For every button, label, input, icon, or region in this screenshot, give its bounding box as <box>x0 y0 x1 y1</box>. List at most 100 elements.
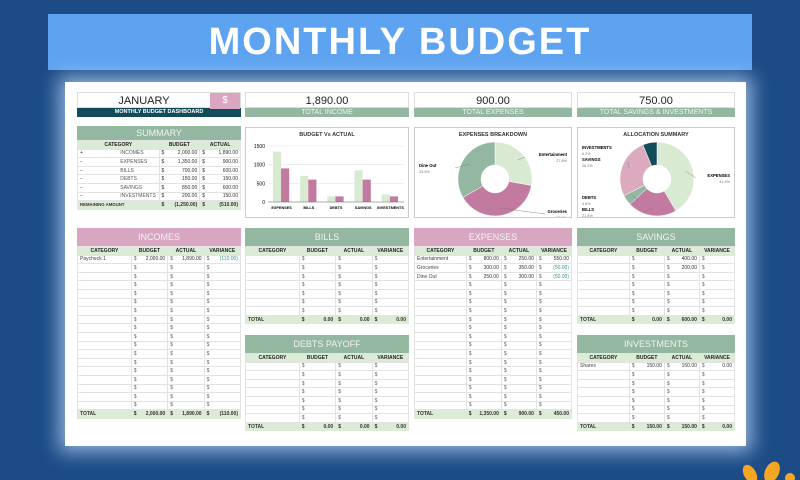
amount-cell[interactable]: $ <box>203 297 242 308</box>
category-cell[interactable] <box>577 404 630 415</box>
amount-cell[interactable]: $ <box>298 254 337 265</box>
category-cell[interactable] <box>77 400 132 411</box>
amount-cell[interactable]: $400.00 <box>663 254 700 265</box>
category-cell[interactable] <box>414 366 467 376</box>
category-cell[interactable] <box>414 349 467 359</box>
amount-cell[interactable]: $ <box>465 357 502 368</box>
amount-cell[interactable]: $ <box>535 331 573 342</box>
amount-cell[interactable]: $ <box>298 288 337 299</box>
amount-cell[interactable]: $ <box>500 374 537 385</box>
category-cell[interactable] <box>245 306 300 316</box>
month-value[interactable]: JANUARY <box>118 95 170 107</box>
amount-cell[interactable]: $ <box>628 263 665 273</box>
amount-cell[interactable]: $ <box>167 349 205 359</box>
category-cell[interactable] <box>414 288 467 299</box>
amount-cell[interactable]: $300.00 <box>465 263 502 273</box>
amount-cell[interactable]: $ <box>663 306 700 316</box>
amount-cell[interactable]: $ <box>335 288 373 299</box>
amount-cell[interactable]: $ <box>628 378 665 389</box>
amount-cell[interactable]: $ <box>465 331 502 342</box>
amount-cell[interactable]: $ <box>167 366 205 376</box>
amount-cell[interactable]: $ <box>203 340 242 351</box>
amount-cell[interactable]: $ <box>663 387 700 397</box>
category-cell[interactable] <box>77 271 132 282</box>
amount-cell[interactable]: $ <box>465 374 502 385</box>
amount-cell[interactable]: $ <box>203 280 242 290</box>
amount-cell[interactable]: $ <box>535 306 573 316</box>
amount-cell[interactable]: $300.00 <box>500 271 537 282</box>
amount-cell[interactable]: $ <box>203 392 242 402</box>
amount-cell[interactable]: $ <box>663 370 700 380</box>
category-cell[interactable] <box>77 383 132 394</box>
amount-cell[interactable]: $ <box>335 395 373 406</box>
category-cell[interactable] <box>414 323 467 333</box>
amount-cell[interactable]: $ <box>698 254 736 265</box>
amount-cell[interactable]: $ <box>698 395 736 406</box>
amount-cell[interactable]: $ <box>130 288 169 299</box>
category-cell[interactable] <box>77 349 132 359</box>
category-cell[interactable] <box>577 288 630 299</box>
amount-cell[interactable]: $ <box>203 374 242 385</box>
category-cell[interactable] <box>245 404 300 415</box>
amount-cell[interactable]: $ <box>203 331 242 342</box>
amount-cell[interactable]: $ <box>500 392 537 402</box>
amount-cell[interactable]: $ <box>298 280 337 290</box>
category-cell[interactable] <box>577 370 630 380</box>
amount-cell[interactable]: $ <box>628 288 665 299</box>
category-cell[interactable] <box>245 263 300 273</box>
amount-cell[interactable]: $ <box>698 271 736 282</box>
amount-cell[interactable]: $ <box>298 271 337 282</box>
amount-cell[interactable]: $ <box>203 383 242 394</box>
amount-cell[interactable]: $350.00 <box>500 263 537 273</box>
amount-cell[interactable]: $ <box>335 306 373 316</box>
amount-cell[interactable]: $ <box>335 387 373 397</box>
amount-cell[interactable]: $ <box>465 392 502 402</box>
amount-cell[interactable]: $ <box>500 357 537 368</box>
amount-cell[interactable]: $ <box>500 323 537 333</box>
category-cell[interactable] <box>77 340 132 351</box>
category-cell[interactable] <box>245 288 300 299</box>
amount-cell[interactable]: $ <box>663 378 700 389</box>
amount-cell[interactable]: $ <box>663 280 700 290</box>
amount-cell[interactable]: $ <box>335 378 373 389</box>
amount-cell[interactable]: $ <box>465 280 502 290</box>
amount-cell[interactable]: $ <box>130 349 169 359</box>
amount-cell[interactable]: $ <box>335 361 373 372</box>
category-cell[interactable] <box>77 314 132 325</box>
amount-cell[interactable]: $ <box>167 340 205 351</box>
category-cell[interactable] <box>77 306 132 316</box>
amount-cell[interactable]: $550.00 <box>535 254 573 265</box>
category-cell[interactable]: Dine Out <box>414 271 467 282</box>
amount-cell[interactable]: $ <box>500 349 537 359</box>
amount-cell[interactable]: $ <box>203 323 242 333</box>
amount-cell[interactable]: $ <box>535 280 573 290</box>
amount-cell[interactable]: $ <box>535 392 573 402</box>
amount-cell[interactable]: $ <box>465 383 502 394</box>
amount-cell[interactable]: $ (110.00) <box>203 254 242 265</box>
amount-cell[interactable]: $ <box>698 387 736 397</box>
amount-cell[interactable]: $ <box>167 331 205 342</box>
amount-cell[interactable]: $ <box>535 366 573 376</box>
category-cell[interactable] <box>245 370 300 380</box>
amount-cell[interactable]: $ <box>663 288 700 299</box>
amount-cell[interactable]: $ <box>130 297 169 308</box>
amount-cell[interactable]: $ <box>535 288 573 299</box>
amount-cell[interactable]: $ <box>130 323 169 333</box>
amount-cell[interactable]: $ <box>130 392 169 402</box>
amount-cell[interactable]: $ <box>298 370 337 380</box>
amount-cell[interactable]: $ <box>465 297 502 308</box>
amount-cell[interactable]: $ <box>628 413 665 423</box>
amount-cell[interactable]: $ <box>335 404 373 415</box>
amount-cell[interactable]: $ <box>167 392 205 402</box>
category-cell[interactable] <box>414 306 467 316</box>
currency-symbol[interactable]: $ <box>210 93 240 109</box>
amount-cell[interactable]: $ <box>500 331 537 342</box>
amount-cell[interactable]: $ <box>371 387 410 397</box>
amount-cell[interactable]: $ <box>298 361 337 372</box>
amount-cell[interactable]: $150.00 <box>628 361 665 372</box>
amount-cell[interactable]: $ <box>500 383 537 394</box>
category-cell[interactable] <box>245 387 300 397</box>
category-cell[interactable] <box>577 280 630 290</box>
amount-cell[interactable]: $ <box>130 400 169 411</box>
amount-cell[interactable]: $ <box>335 413 373 423</box>
